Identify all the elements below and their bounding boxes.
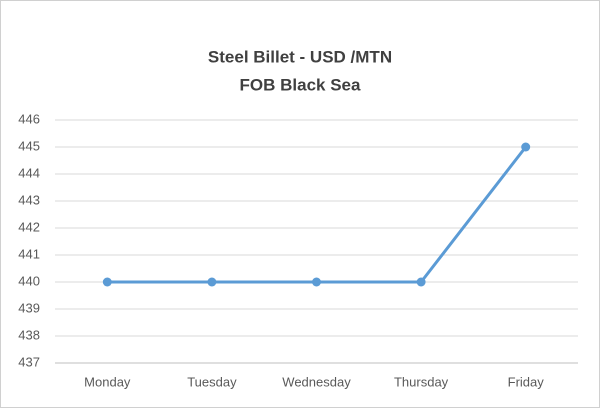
chart-title: Steel Billet - USD /MTN — [208, 47, 392, 66]
x-tick-label: Tuesday — [187, 374, 237, 389]
y-tick-label: 439 — [18, 300, 40, 315]
x-tick-label: Friday — [508, 374, 545, 389]
y-tick-label: 442 — [18, 219, 40, 234]
x-tick-label: Wednesday — [282, 374, 351, 389]
point — [312, 277, 321, 287]
x-tick-label: Monday — [84, 374, 131, 389]
y-tick-label: 437 — [18, 354, 40, 369]
x-tick-label: Thursday — [394, 374, 449, 389]
y-tick-label: 443 — [18, 192, 40, 207]
chart-subtitle: FOB Black Sea — [240, 75, 361, 94]
y-tick-label: 445 — [18, 138, 40, 153]
point — [416, 277, 426, 287]
y-tick-label: 438 — [18, 327, 40, 342]
point — [207, 277, 217, 287]
y-tick-label: 440 — [18, 273, 40, 288]
y-tick-label: 444 — [18, 165, 40, 180]
point — [521, 142, 531, 152]
y-tick-label: 446 — [18, 111, 40, 126]
point — [102, 277, 112, 287]
y-tick-label: 441 — [18, 246, 40, 261]
